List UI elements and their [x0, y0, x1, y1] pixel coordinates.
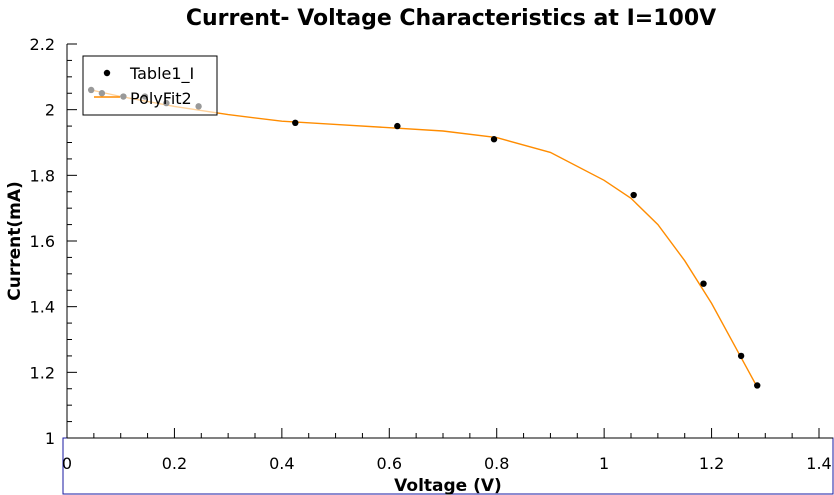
polyfit-line [91, 89, 758, 388]
legend-box [82, 55, 218, 116]
chart-title: Current- Voltage Characteristics at I=10… [186, 6, 716, 31]
y-tick-label: 1.6 [30, 232, 55, 251]
series-layer [87, 86, 761, 389]
y-ticks: 1 1.2 1.4 1.6 1.8 2 2.2 [30, 35, 77, 448]
y-tick-label: 1.4 [30, 298, 55, 317]
legend-marker-table1 [103, 69, 111, 77]
x-tick-label: 1 [599, 454, 609, 473]
x-tick-label: 1.2 [699, 454, 724, 473]
y-tick-label: 2 [45, 101, 55, 120]
x-axis-label: Voltage (V) [394, 476, 502, 495]
legend: Table1_I PolyFit2 [82, 55, 218, 116]
y-tick-label: 1.2 [30, 363, 55, 382]
data-point [700, 280, 707, 287]
x-tick-label: 0 [62, 454, 72, 473]
x-tick-label: 0.2 [162, 454, 187, 473]
y-tick-label: 1 [45, 429, 55, 448]
data-point [490, 136, 498, 143]
data-point [754, 382, 761, 389]
x-tick-label: 0.4 [269, 454, 294, 473]
x-ticks: 0 0.2 0.4 0.6 0.8 1 1.2 1.4 [62, 428, 832, 473]
x-tick-label: 0.6 [377, 454, 402, 473]
x-tick-label: 1.4 [806, 454, 831, 473]
data-point [630, 191, 637, 199]
legend-label-table1: Table1_I [129, 64, 194, 84]
data-point [394, 122, 401, 130]
data-point [292, 119, 299, 127]
x-tick-label: 0.8 [484, 454, 509, 473]
legend-label-polyfit: PolyFit2 [130, 89, 192, 108]
data-point [737, 352, 745, 360]
y-tick-label: 2.2 [30, 35, 55, 54]
y-tick-label: 1.8 [30, 166, 55, 185]
y-axis-label: Current(mA) [5, 181, 25, 301]
